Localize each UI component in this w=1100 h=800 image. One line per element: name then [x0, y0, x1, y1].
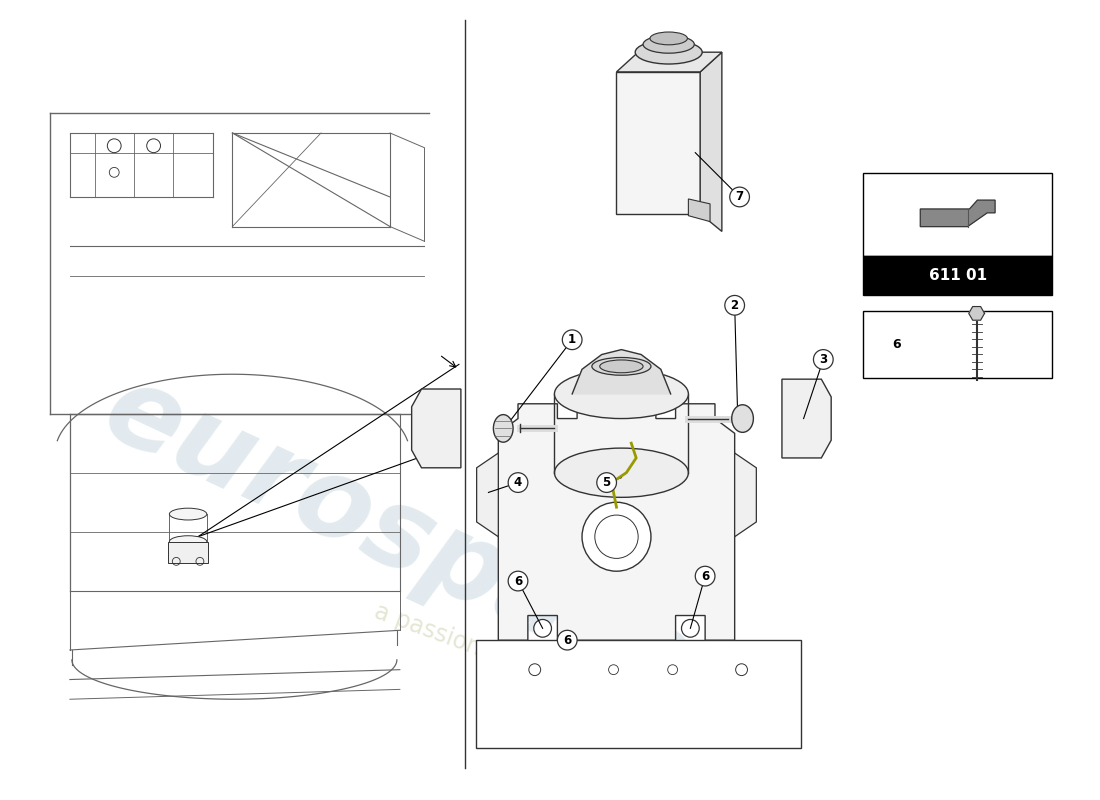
Ellipse shape: [644, 35, 694, 53]
Text: 7: 7: [736, 190, 744, 203]
Polygon shape: [969, 306, 984, 320]
Ellipse shape: [650, 32, 688, 45]
Text: 5: 5: [603, 476, 611, 489]
Circle shape: [582, 502, 651, 571]
Text: 6: 6: [514, 574, 522, 587]
Bar: [475, 640, 801, 749]
Ellipse shape: [494, 414, 513, 442]
Text: 3: 3: [820, 353, 827, 366]
Ellipse shape: [592, 358, 651, 375]
Polygon shape: [689, 199, 710, 222]
Ellipse shape: [600, 360, 643, 373]
Ellipse shape: [169, 536, 207, 547]
Circle shape: [438, 425, 446, 432]
Polygon shape: [735, 453, 757, 537]
Circle shape: [695, 566, 715, 586]
Bar: [862, 174, 1053, 256]
Circle shape: [725, 295, 745, 315]
Circle shape: [814, 350, 833, 370]
Polygon shape: [701, 52, 722, 231]
Bar: [862, 256, 1053, 295]
Text: 4: 4: [514, 476, 522, 489]
Text: 6: 6: [701, 570, 710, 582]
Polygon shape: [616, 72, 701, 214]
Circle shape: [437, 442, 447, 451]
Polygon shape: [782, 379, 832, 458]
Circle shape: [796, 396, 806, 406]
Text: 6: 6: [893, 338, 901, 351]
Polygon shape: [616, 52, 722, 72]
Circle shape: [796, 431, 806, 442]
Text: 611 01: 611 01: [928, 269, 987, 283]
Polygon shape: [921, 200, 996, 226]
Circle shape: [437, 406, 447, 416]
Bar: [168, 542, 208, 563]
Circle shape: [562, 330, 582, 350]
Polygon shape: [411, 389, 461, 468]
Ellipse shape: [554, 370, 689, 418]
Circle shape: [798, 414, 805, 422]
Text: 1: 1: [568, 334, 576, 346]
Circle shape: [682, 619, 700, 637]
Circle shape: [108, 139, 121, 153]
Ellipse shape: [732, 405, 754, 432]
Circle shape: [597, 473, 616, 493]
Polygon shape: [498, 404, 735, 640]
Circle shape: [508, 571, 528, 591]
Bar: [862, 311, 1053, 378]
Circle shape: [534, 619, 551, 637]
Text: a passion for cars since 1985: a passion for cars since 1985: [371, 599, 704, 740]
Text: 6: 6: [563, 634, 571, 646]
Circle shape: [729, 187, 749, 207]
Polygon shape: [572, 350, 671, 394]
Circle shape: [508, 473, 528, 493]
Ellipse shape: [635, 40, 702, 64]
Polygon shape: [476, 453, 498, 537]
Ellipse shape: [554, 448, 689, 498]
Circle shape: [146, 139, 161, 153]
Text: 2: 2: [730, 298, 739, 312]
Circle shape: [595, 515, 638, 558]
Text: eurospares: eurospares: [88, 354, 770, 749]
Circle shape: [109, 167, 119, 178]
Ellipse shape: [169, 508, 207, 520]
Circle shape: [558, 630, 578, 650]
